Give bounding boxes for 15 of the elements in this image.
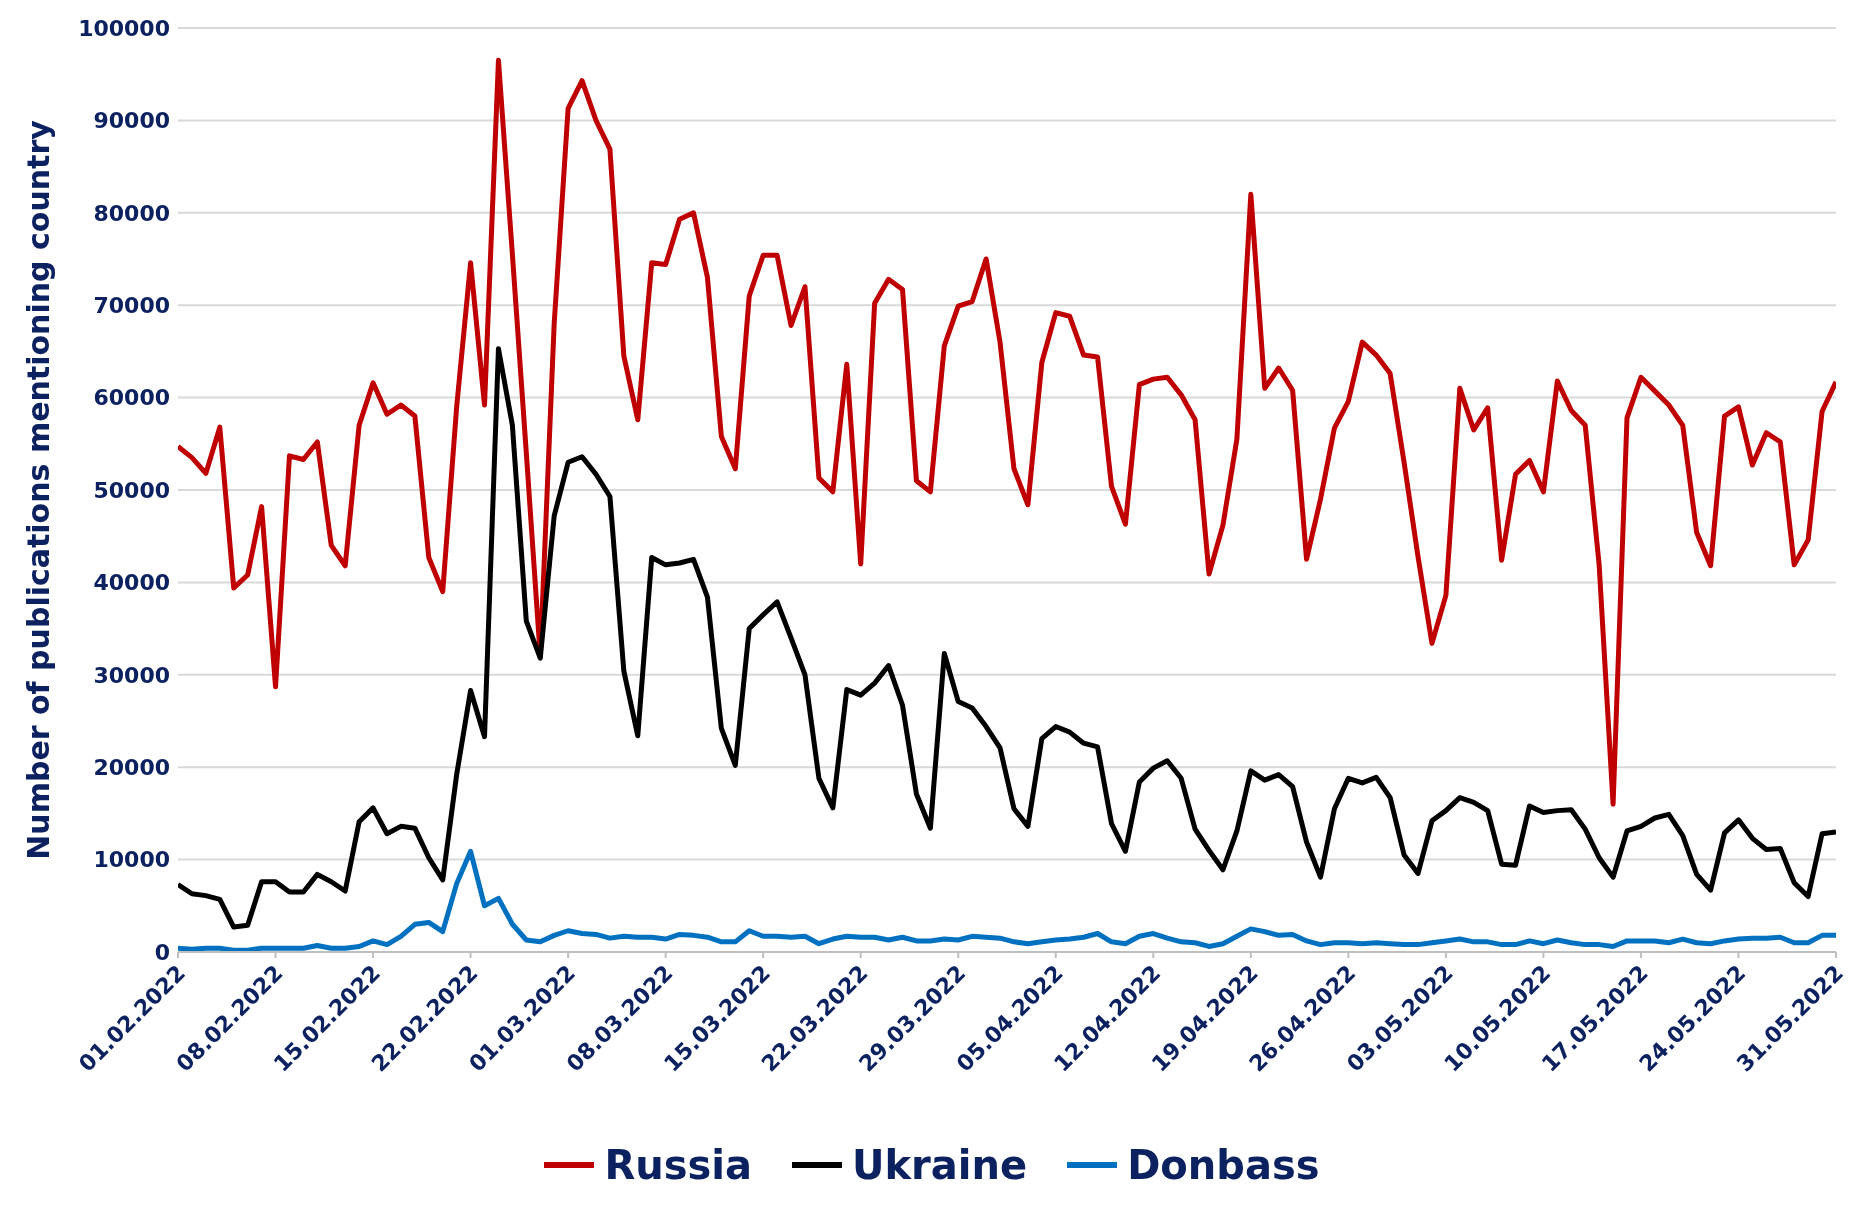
y-tick-label: 90000 [93, 108, 170, 134]
y-tick-label: 70000 [93, 293, 170, 319]
y-tick-label: 0 [154, 939, 170, 965]
y-tick-label: 20000 [93, 755, 170, 781]
y-tick-label: 40000 [93, 570, 170, 596]
legend-label: Ukraine [852, 1142, 1028, 1188]
y-tick-label: 60000 [93, 385, 170, 411]
legend-label: Russia [604, 1142, 753, 1188]
legend-label: Donbass [1127, 1142, 1320, 1188]
y-tick-label: 50000 [93, 477, 170, 503]
y-tick-label: 100000 [78, 15, 170, 41]
y-tick-label: 10000 [93, 847, 170, 873]
y-axis-title: Number of publications mentioning country [20, 119, 56, 860]
y-tick-label: 30000 [93, 662, 170, 688]
y-tick-label: 80000 [93, 200, 170, 226]
